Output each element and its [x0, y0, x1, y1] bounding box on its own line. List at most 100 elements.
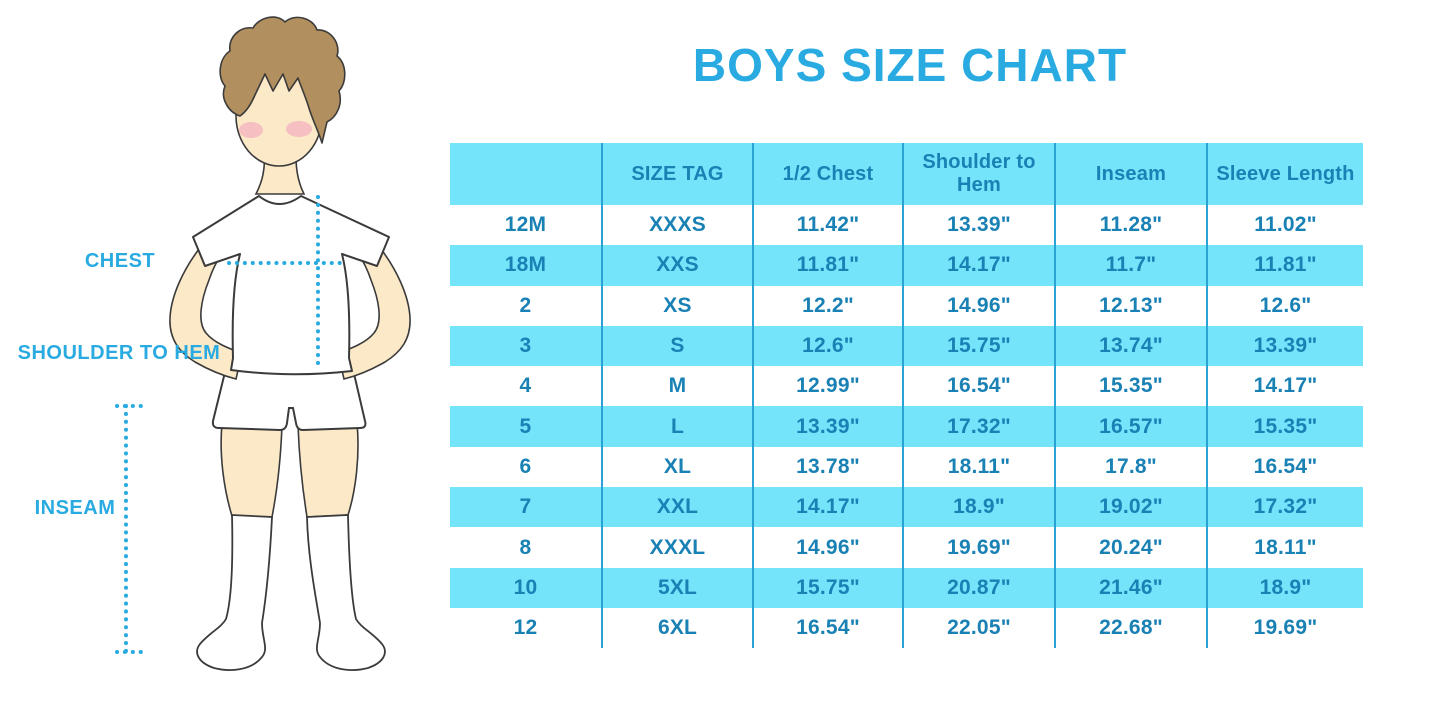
legs — [220, 422, 359, 518]
value-cell: 18.9" — [902, 487, 1055, 528]
header-cell: 1/2 Chest — [752, 143, 903, 205]
size-cell: 7 — [450, 487, 602, 528]
value-cell: 11.02" — [1206, 205, 1363, 246]
value-cell: 19.69" — [902, 527, 1055, 568]
table-row: 10 5XL 15.75" 20.87" 21.46" 18.9" — [450, 567, 1363, 608]
value-cell: 17.8" — [1054, 446, 1207, 488]
size-chart-body: 12M XXXS 11.42" 13.39" 11.28" 11.02" 18M XXS 11.… — [450, 205, 1363, 649]
value-cell: XXS — [601, 245, 753, 286]
value-cell: 12.6" — [1206, 285, 1363, 326]
size-cell: 4 — [450, 366, 602, 407]
value-cell: 14.96" — [902, 285, 1055, 326]
value-cell: XXL — [601, 487, 753, 528]
boy-illustration — [115, 16, 411, 671]
measurement-lines — [115, 195, 347, 654]
value-cell: 21.46" — [1054, 567, 1207, 608]
value-cell: XXXS — [601, 205, 753, 246]
size-cell: 10 — [450, 567, 602, 608]
table-row: 6 XL 13.78" 18.11" 17.8" 16.54" — [450, 446, 1363, 488]
value-cell: 12.6" — [752, 325, 903, 367]
value-cell: 18.11" — [902, 446, 1055, 488]
header-cell: Inseam — [1054, 143, 1207, 205]
table-row: 7 XXL 14.17" 18.9" 19.02" 17.32" — [450, 487, 1363, 528]
value-cell: 12.99" — [752, 366, 903, 407]
value-cell: 13.39" — [1206, 325, 1363, 367]
value-cell: 11.28" — [1054, 205, 1207, 246]
value-cell: 5XL — [601, 567, 753, 608]
value-cell: 15.75" — [752, 567, 903, 608]
boy-measurement-figure: CHEST SHOULDER TO HEM INSEAM — [0, 0, 450, 723]
value-cell: 22.05" — [902, 607, 1055, 649]
size-cell: 3 — [450, 325, 602, 367]
value-cell: XS — [601, 285, 753, 326]
value-cell: 17.32" — [1206, 487, 1363, 528]
value-cell: 13.39" — [752, 406, 903, 447]
hair — [219, 16, 346, 144]
table-row: 8 XXXL 14.96" 19.69" 20.24" 18.11" — [450, 527, 1363, 568]
size-chart-header-row: SIZE TAG 1/2 Chest Shoulder to Hem Inseam Sl… — [450, 143, 1363, 205]
value-cell: 15.35" — [1206, 406, 1363, 447]
value-cell: 14.17" — [902, 245, 1055, 286]
value-cell: 19.02" — [1054, 487, 1207, 528]
header-cell: SIZE TAG — [601, 143, 753, 205]
value-cell: 12.13" — [1054, 285, 1207, 326]
value-cell: 11.7" — [1054, 245, 1207, 286]
value-cell: 12.2" — [752, 285, 903, 326]
value-cell: 13.74" — [1054, 325, 1207, 367]
size-cell: 12M — [450, 205, 602, 246]
value-cell: 15.75" — [902, 325, 1055, 367]
value-cell: 14.17" — [752, 487, 903, 528]
size-cell: 18M — [450, 245, 602, 286]
page-title: BOYS SIZE CHART — [692, 39, 1128, 91]
value-cell: XXXL — [601, 527, 753, 568]
blush-cheeks — [239, 121, 312, 138]
value-cell: 17.32" — [902, 406, 1055, 447]
value-cell: 11.81" — [1206, 245, 1363, 286]
t-shirt — [192, 195, 390, 376]
table-row: 12M XXXS 11.42" 13.39" 11.28" 11.02" — [450, 205, 1363, 246]
table-row: 18M XXS 11.81" 14.17" 11.7" 11.81" — [450, 245, 1363, 286]
value-cell: 19.69" — [1206, 607, 1363, 649]
value-cell: 20.24" — [1054, 527, 1207, 568]
value-cell: 20.87" — [902, 567, 1055, 608]
value-cell: 11.42" — [752, 205, 903, 246]
size-cell: 5 — [450, 406, 602, 447]
size-cell: 2 — [450, 285, 602, 326]
table-row: 5 L 13.39" 17.32" 16.57" 15.35" — [450, 406, 1363, 447]
value-cell: 16.57" — [1054, 406, 1207, 447]
value-cell: 16.54" — [902, 366, 1055, 407]
inseam-label: INSEAM — [34, 497, 116, 519]
value-cell: M — [601, 366, 753, 407]
value-cell: 11.81" — [752, 245, 903, 286]
size-chart-table: SIZE TAG 1/2 Chest Shoulder to Hem Inseam Sl… — [450, 143, 1363, 649]
size-cell: 6 — [450, 446, 602, 488]
value-cell: 16.54" — [752, 607, 903, 649]
value-cell: 15.35" — [1054, 366, 1207, 407]
header-cell: Shoulder to Hem — [902, 143, 1055, 205]
table-row: 3 S 12.6" 15.75" 13.74" 13.39" — [450, 325, 1363, 367]
arms — [169, 247, 411, 380]
value-cell: S — [601, 325, 753, 367]
value-cell: 13.39" — [902, 205, 1055, 246]
value-cell: 6XL — [601, 607, 753, 649]
header-cell: Sleeve Length — [1206, 143, 1363, 205]
value-cell: 14.96" — [752, 527, 903, 568]
corner-header-cell — [450, 143, 602, 205]
value-cell: 16.54" — [1206, 446, 1363, 488]
socks — [196, 514, 386, 671]
shoulder-to-hem-label: SHOULDER TO HEM — [17, 342, 221, 364]
size-cell: 8 — [450, 527, 602, 568]
value-cell: L — [601, 406, 753, 447]
value-cell: XL — [601, 446, 753, 488]
value-cell: 18.9" — [1206, 567, 1363, 608]
chest-label: CHEST — [84, 250, 156, 272]
table-row: 2 XS 12.2" 14.96" 12.13" 12.6" — [450, 285, 1363, 326]
value-cell: 14.17" — [1206, 366, 1363, 407]
size-cell: 12 — [450, 607, 602, 649]
value-cell: 13.78" — [752, 446, 903, 488]
table-row: 12 6XL 16.54" 22.05" 22.68" 19.69" — [450, 607, 1363, 649]
value-cell: 22.68" — [1054, 607, 1207, 649]
value-cell: 18.11" — [1206, 527, 1363, 568]
table-row: 4 M 12.99" 16.54" 15.35" 14.17" — [450, 366, 1363, 407]
